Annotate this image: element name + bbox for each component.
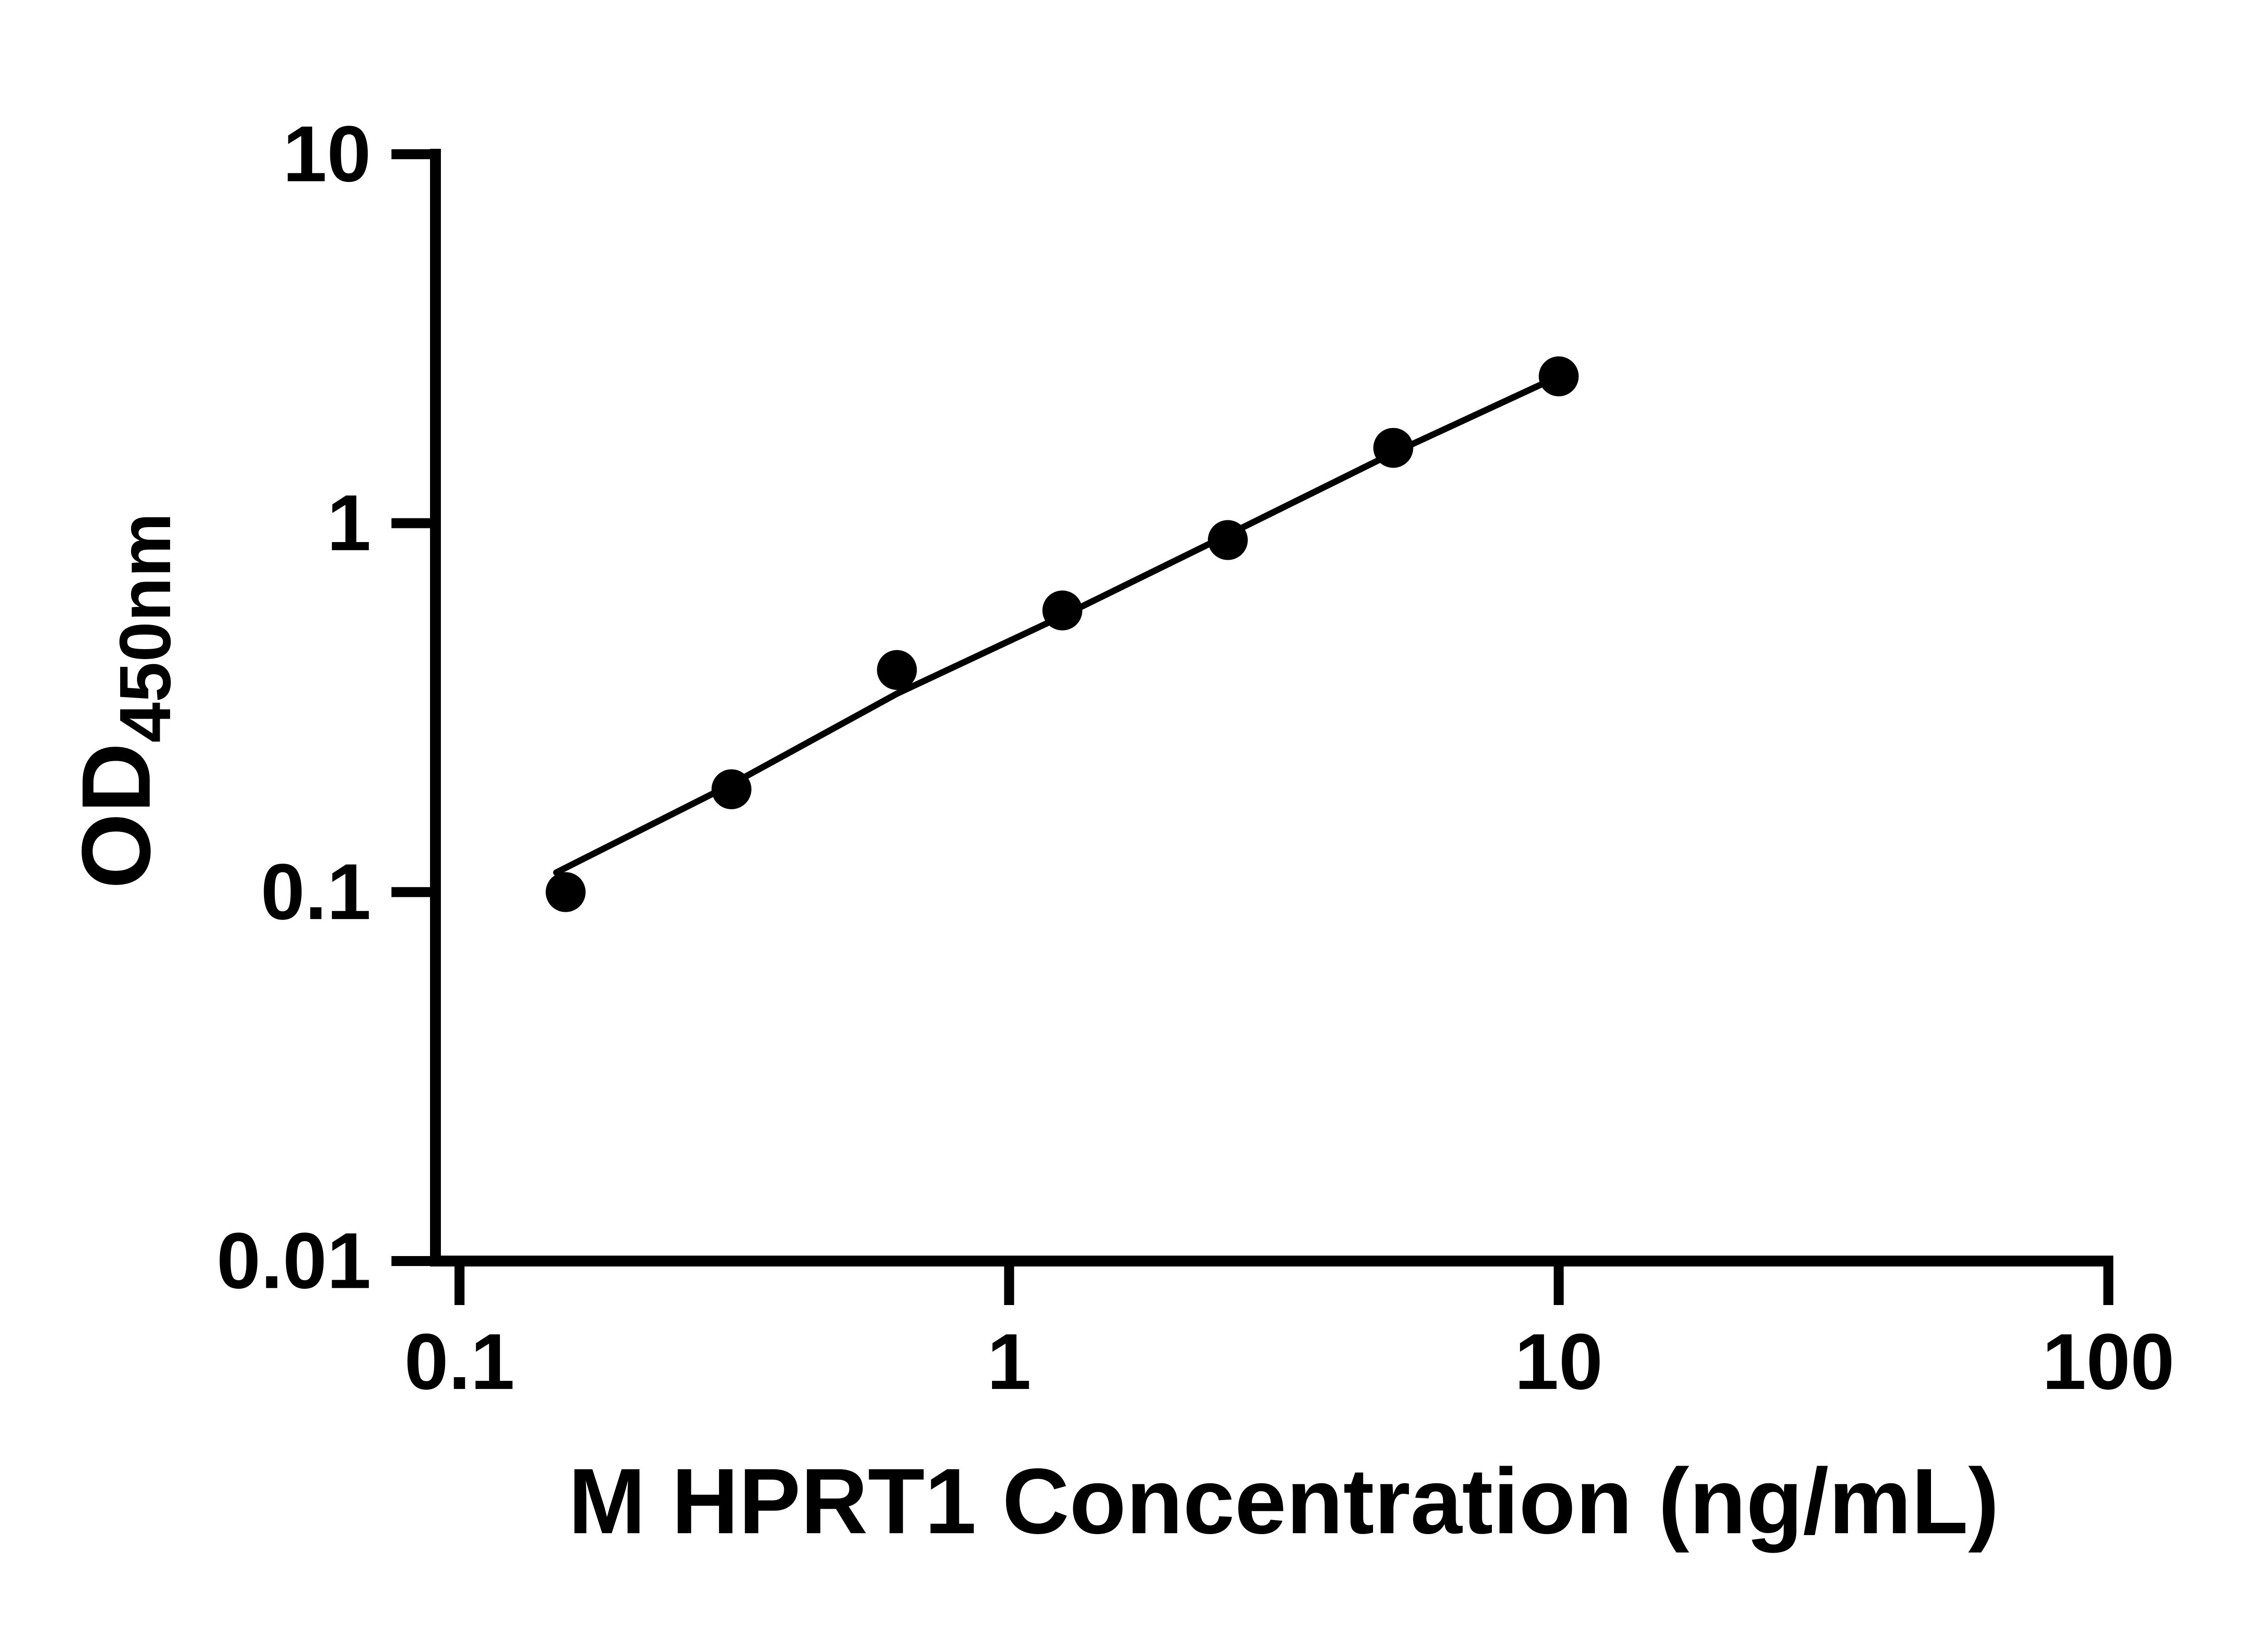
x-tick-label: 100 <box>2042 1318 2175 1406</box>
data-point <box>1539 356 1579 396</box>
y-axis-title-subscript: 450nm <box>104 513 186 743</box>
data-point <box>711 769 752 809</box>
data-point <box>546 872 586 912</box>
data-point <box>1207 520 1248 560</box>
data-point <box>1042 590 1083 631</box>
y-tick-label: 0.1 <box>261 848 371 936</box>
y-tick-label: 0.01 <box>216 1217 371 1305</box>
y-tick-label: 10 <box>283 110 371 199</box>
y-axis-title-main: OD <box>61 743 171 889</box>
y-axis-title: OD450nm <box>61 513 186 889</box>
data-point <box>1373 428 1413 468</box>
plot-layer: 10 1 0.1 0.01 0.1 1 10 100 <box>216 110 2175 1407</box>
x-tick-label: 0.1 <box>404 1318 514 1406</box>
y-tick-label: 1 <box>327 479 371 567</box>
x-tick-label: 10 <box>1515 1318 1603 1406</box>
x-tick-label: 1 <box>987 1318 1031 1406</box>
x-axis-title: M HPRT1 Concentration (ng/mL) <box>568 1449 1999 1553</box>
data-point <box>877 650 917 690</box>
